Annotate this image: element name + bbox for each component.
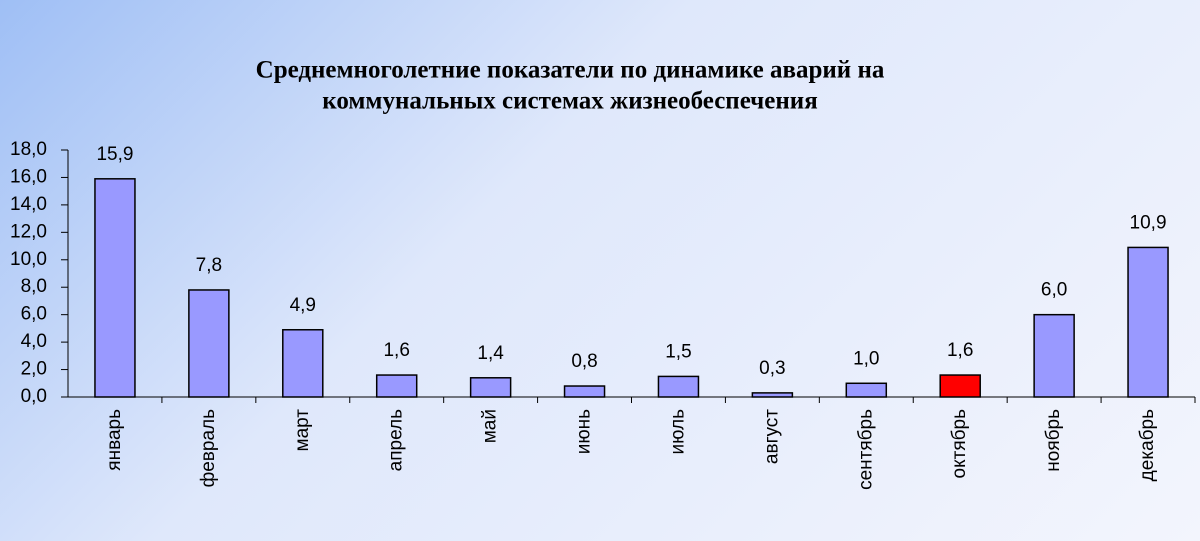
- bar: [1127, 246, 1169, 398]
- value-label: 6,0: [1041, 280, 1067, 301]
- y-tick-label: 6,0: [21, 304, 47, 325]
- x-tick-label: март: [292, 409, 313, 452]
- bar: [751, 392, 794, 398]
- bar: [563, 385, 606, 398]
- y-tick-label: 18,0: [10, 139, 47, 160]
- value-label: 1,6: [383, 340, 409, 361]
- value-label: 4,9: [290, 295, 316, 316]
- x-tick-label: февраль: [198, 409, 219, 488]
- bar: [188, 289, 230, 398]
- x-tick-label: июль: [667, 409, 688, 455]
- y-tick-label: 0,0: [21, 386, 47, 407]
- value-label: 1,4: [477, 343, 504, 364]
- bar: [469, 377, 512, 398]
- x-tick-label: апрель: [386, 409, 407, 471]
- y-tick-label: 10,0: [10, 249, 47, 270]
- bar: [1033, 313, 1075, 398]
- y-tick-label: 4,0: [21, 331, 47, 352]
- bar: [94, 178, 136, 398]
- y-tick-label: 14,0: [10, 194, 47, 215]
- x-tick-label: январь: [104, 409, 125, 471]
- y-tick-label: 12,0: [10, 221, 47, 242]
- value-label: 0,3: [759, 358, 785, 379]
- x-tick-label: ноябрь: [1043, 409, 1064, 472]
- chart-title: коммунальных системах жизнеобеспечения: [322, 88, 817, 115]
- bar: [282, 329, 324, 398]
- value-label: 1,6: [947, 340, 973, 361]
- x-tick-label: октябрь: [949, 409, 970, 479]
- x-tick-label: май: [480, 409, 501, 443]
- value-label: 0,8: [571, 351, 597, 372]
- value-label: 10,9: [1130, 212, 1167, 233]
- x-tick-label: август: [761, 409, 782, 464]
- bar: [657, 375, 700, 398]
- bar: [939, 374, 981, 398]
- bar: [375, 374, 418, 398]
- y-tick-label: 16,0: [10, 166, 47, 187]
- bar: [845, 382, 888, 398]
- value-label: 15,9: [96, 144, 133, 165]
- x-tick-label: декабрь: [1137, 409, 1158, 481]
- x-tick-label: июнь: [574, 409, 595, 454]
- value-label: 1,5: [665, 341, 691, 362]
- value-label: 7,8: [196, 255, 222, 276]
- value-label: 1,0: [853, 348, 879, 369]
- x-tick-label: сентябрь: [855, 409, 876, 490]
- y-tick-label: 2,0: [21, 359, 47, 380]
- y-tick-label: 8,0: [21, 276, 47, 297]
- chart-title: Среднемноголетние показатели по динамике…: [256, 57, 885, 84]
